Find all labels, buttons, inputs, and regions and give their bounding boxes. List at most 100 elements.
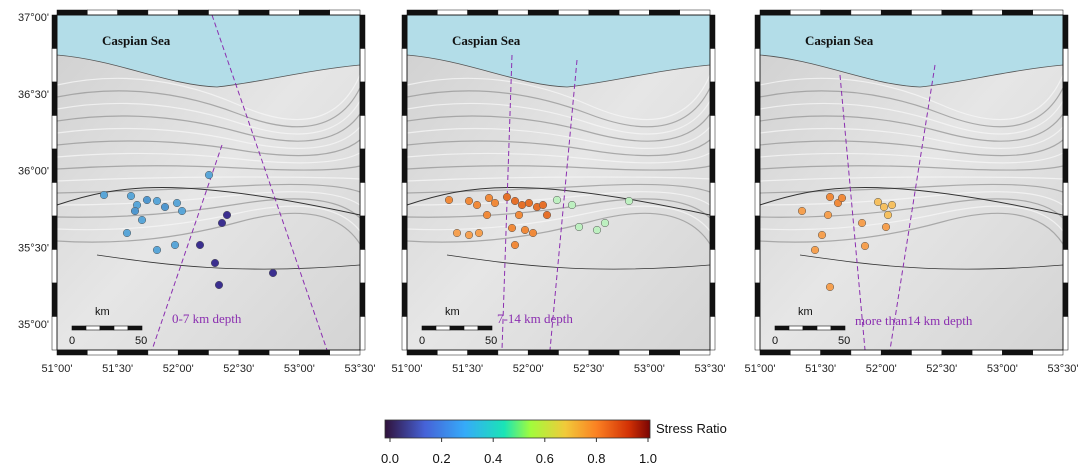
frame [755, 116, 760, 150]
event [515, 211, 523, 219]
event [543, 211, 551, 219]
frame [118, 350, 148, 355]
frame [559, 350, 589, 355]
frame [407, 350, 437, 355]
frame [52, 49, 57, 83]
frame [360, 116, 365, 150]
event [171, 241, 179, 249]
frame [710, 116, 715, 150]
event [818, 231, 826, 239]
frame [402, 15, 407, 49]
frame [360, 283, 365, 317]
colorbar-tick-label: 0.0 [381, 451, 399, 466]
event [205, 171, 213, 179]
event [485, 194, 493, 202]
colorbar-tick-label: 0.8 [587, 451, 605, 466]
frame [239, 10, 269, 15]
frame [589, 10, 619, 15]
scale-segment [831, 326, 845, 330]
frame [52, 283, 57, 317]
scale-tick: 0 [419, 335, 425, 347]
event [798, 207, 806, 215]
lon-label: 53°00' [634, 363, 665, 375]
event [143, 196, 151, 204]
scale-tick: 50 [485, 335, 497, 347]
frame [269, 10, 299, 15]
event [811, 246, 819, 254]
frame [87, 10, 117, 15]
lon-label: 53°00' [987, 363, 1018, 375]
frame [710, 149, 715, 183]
event [100, 191, 108, 199]
frame [209, 350, 239, 355]
frame [972, 10, 1002, 15]
scale-segment [789, 326, 803, 330]
frame [755, 283, 760, 317]
event [511, 241, 519, 249]
frame [498, 10, 528, 15]
colorbar-tick-label: 1.0 [639, 451, 657, 466]
lon-label: 53°30' [695, 363, 726, 375]
frame [330, 10, 360, 15]
frame [402, 317, 407, 351]
frame [680, 350, 710, 355]
frame [821, 10, 851, 15]
frame [360, 149, 365, 183]
lon-label: 51°30' [805, 363, 836, 375]
scale-segment [450, 326, 464, 330]
frame [437, 10, 467, 15]
scale-segment [422, 326, 436, 330]
frame [57, 350, 87, 355]
lon-label: 51°00' [392, 363, 423, 375]
lon-label: 52°00' [513, 363, 544, 375]
map-panel: Caspian Sea0-7 km depthkm050 [52, 10, 365, 355]
frame [402, 149, 407, 183]
frame [402, 283, 407, 317]
scale-tick: 0 [69, 335, 75, 347]
frame [178, 10, 208, 15]
frame [239, 350, 269, 355]
frame [710, 82, 715, 116]
frame [148, 350, 178, 355]
depth-label: 7-14 km depth [497, 311, 573, 326]
frame [710, 49, 715, 83]
sea-label: Caspian Sea [805, 33, 874, 48]
event [539, 201, 547, 209]
lon-label: 53°30' [1048, 363, 1079, 375]
frame [52, 183, 57, 217]
frame [402, 216, 407, 250]
lon-label: 52°30' [573, 363, 604, 375]
frame [402, 116, 407, 150]
event [127, 192, 135, 200]
event [475, 229, 483, 237]
event [269, 269, 277, 277]
scale-segment [817, 326, 831, 330]
frame [755, 15, 760, 49]
event [465, 197, 473, 205]
event [521, 226, 529, 234]
frame [402, 250, 407, 284]
frame [790, 10, 820, 15]
frame [972, 350, 1002, 355]
colorbar-label: Stress Ratio [656, 421, 727, 436]
frame [269, 350, 299, 355]
event [838, 194, 846, 202]
scale-tick: 50 [838, 335, 850, 347]
frame [52, 82, 57, 116]
frame [402, 183, 407, 217]
event [884, 211, 892, 219]
frame [528, 10, 558, 15]
frame [755, 49, 760, 83]
lon-label: 51°00' [745, 363, 776, 375]
frame [1033, 10, 1063, 15]
frame [52, 116, 57, 150]
frame [851, 10, 881, 15]
frame [942, 350, 972, 355]
frame [649, 10, 679, 15]
depth-label: 0-7 km depth [172, 311, 242, 326]
frame [498, 350, 528, 355]
lon-label: 53°00' [284, 363, 315, 375]
event [568, 201, 576, 209]
scale-segment [86, 326, 100, 330]
frame [790, 350, 820, 355]
